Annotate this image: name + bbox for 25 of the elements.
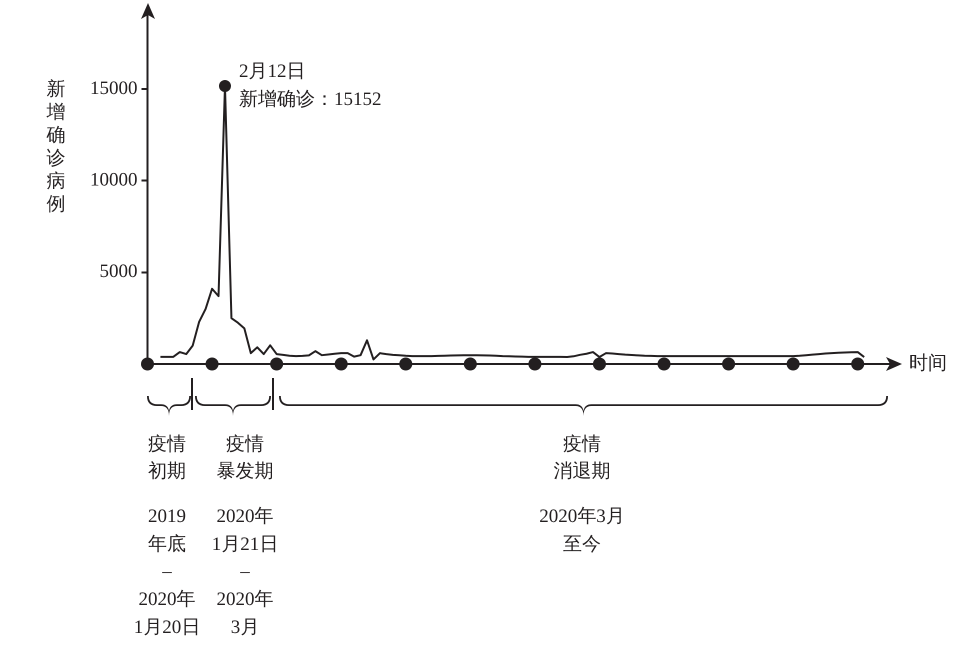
annotation: 2月12日: [238, 60, 306, 82]
text: 疫情: [148, 433, 186, 457]
text: –: [162, 560, 172, 584]
text: 暴发期: [216, 460, 274, 484]
text: 疫情: [226, 433, 264, 457]
x-axis-title: 时间: [909, 352, 947, 376]
text: 疫情: [563, 433, 601, 457]
text: 年底: [148, 533, 186, 557]
text: 2020年3月: [539, 505, 625, 529]
text: –: [240, 560, 250, 584]
text: 2020年: [216, 505, 274, 529]
text: 2019: [148, 505, 186, 529]
annotation: 新增确诊：15152: [238, 88, 382, 110]
y-tick-label: 5000: [100, 261, 138, 282]
text: 至今: [563, 533, 601, 557]
y-tick-label: 10000: [90, 170, 138, 191]
y-tick-label: 15000: [90, 78, 138, 99]
text: 初期: [148, 460, 186, 484]
text: 2020年: [216, 588, 274, 612]
text: 2020年: [138, 588, 196, 612]
text: 3月: [230, 616, 260, 640]
text: 1月20日: [134, 616, 200, 640]
y-axis-title: 新增确诊病例: [46, 78, 66, 216]
text: 消退期: [554, 460, 610, 484]
text: 1月21日: [212, 533, 278, 557]
